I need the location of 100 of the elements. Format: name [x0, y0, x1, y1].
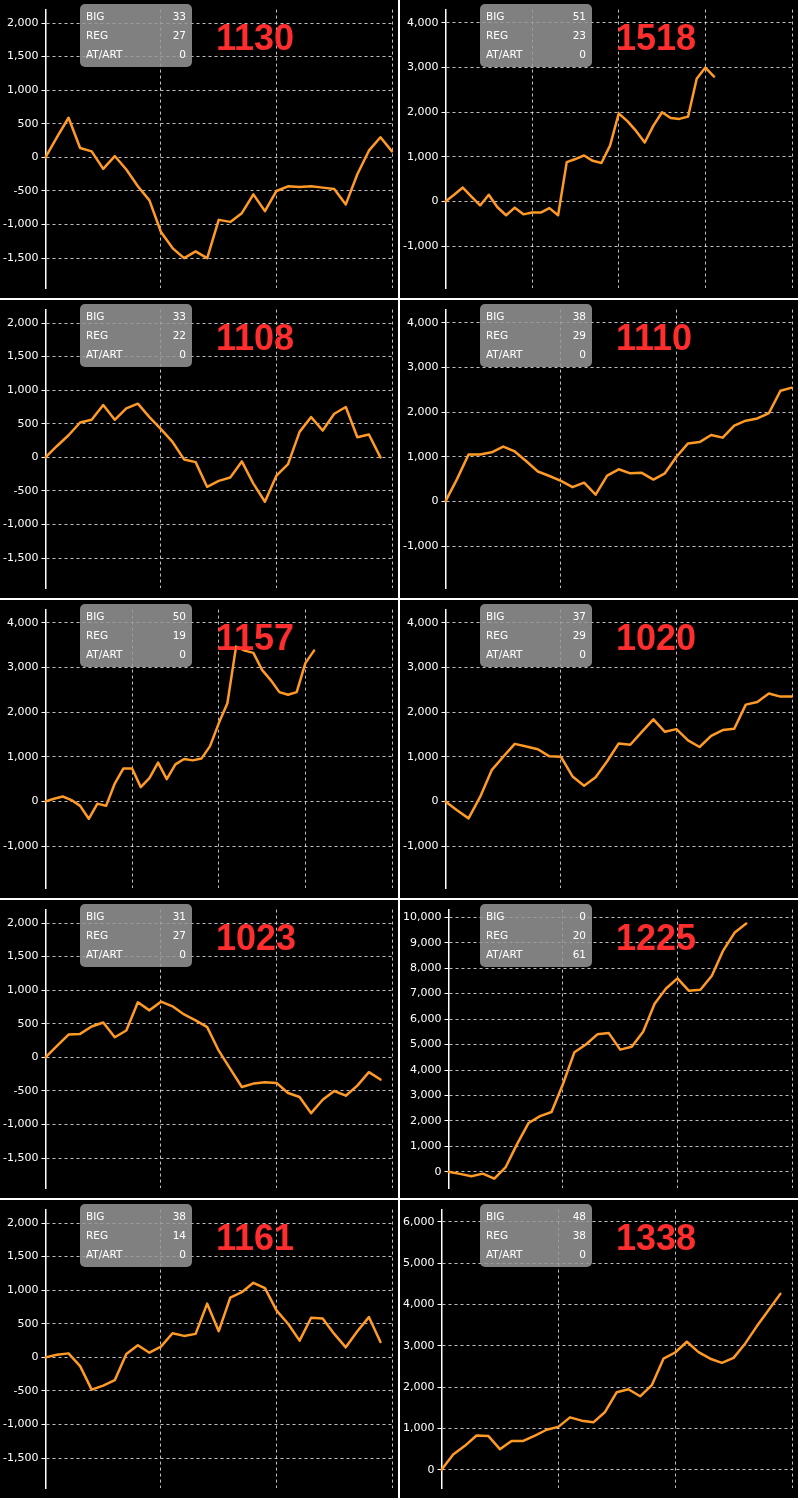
annotation: AT/ART: [86, 647, 123, 662]
annotation: REG: [486, 1228, 509, 1243]
y-tick-label: 7,000: [409, 986, 442, 1000]
annotation: 0: [179, 1247, 186, 1262]
y-tick-label: 10,000: [402, 910, 442, 924]
annotation: BIG: [486, 909, 505, 924]
y-tick-label: -500: [13, 1383, 39, 1397]
y-tick-label: -500: [13, 183, 39, 197]
annotation: BIG: [486, 9, 505, 24]
y-tick-label: 1,000: [6, 1283, 39, 1297]
y-tick-label: -500: [13, 1083, 39, 1097]
annotation: AT/ART: [486, 347, 523, 362]
y-tick-label: -1,000: [2, 1117, 39, 1131]
annotation: BIG: [86, 309, 105, 324]
annotation: REG: [86, 28, 109, 43]
y-tick-label: 4,000: [6, 615, 39, 629]
annotation: 38: [172, 1209, 186, 1224]
annotation: REG: [486, 28, 509, 43]
y-tick-label: 0: [31, 1350, 39, 1364]
annotation: BIG: [486, 609, 505, 624]
y-tick-label: 6,000: [409, 1011, 442, 1025]
annotation: BIG: [486, 309, 505, 324]
y-tick-label: 6,000: [402, 1214, 435, 1228]
y-tick-label: -1,500: [2, 1451, 39, 1465]
annotation: 51: [572, 9, 586, 24]
y-tick-label: 2,000: [406, 105, 439, 119]
y-tick-label: -1,000: [402, 238, 439, 252]
chart-title: 1338: [616, 1217, 697, 1258]
y-tick-label: 1,500: [6, 49, 39, 63]
y-tick-label: 2,000: [6, 15, 39, 29]
y-tick-label: 2,000: [6, 915, 39, 929]
annotation: 0: [179, 947, 186, 962]
y-tick-label: -500: [13, 483, 39, 497]
y-tick-label: -1,500: [2, 1151, 39, 1165]
annotation: 27: [172, 28, 186, 43]
annotation: 29: [572, 628, 586, 643]
chart-title: 1110: [616, 317, 693, 358]
annotation: 0: [579, 647, 586, 662]
y-tick-label: 2,000: [406, 705, 439, 719]
annotation: 0: [579, 1247, 586, 1262]
y-tick-label: -1,000: [2, 517, 39, 531]
y-tick-label: 1,000: [6, 749, 39, 763]
annotation: REG: [486, 928, 509, 943]
y-tick-label: -1,000: [2, 1417, 39, 1431]
annotation: 23: [572, 28, 586, 43]
y-tick-label: -1,500: [2, 551, 39, 565]
y-tick-label: -1,000: [2, 217, 39, 231]
chart-title: 1108: [216, 317, 295, 358]
chart-title: 1130: [216, 17, 295, 58]
y-tick-label: 4,000: [406, 315, 439, 329]
y-tick-label: 1,000: [6, 383, 39, 397]
annotation: BIG: [486, 1209, 505, 1224]
y-tick-label: 1,500: [6, 349, 39, 363]
y-tick-label: -1,500: [2, 251, 39, 265]
annotation: 38: [572, 1228, 586, 1243]
y-tick-label: 2,000: [402, 1380, 435, 1394]
annotation: REG: [86, 928, 109, 943]
annotation: AT/ART: [86, 47, 123, 62]
y-tick-label: 3,000: [409, 1088, 442, 1102]
y-tick-label: 1,500: [6, 949, 39, 963]
y-tick-label: 1,500: [6, 1249, 39, 1263]
annotation: REG: [86, 1228, 109, 1243]
y-tick-label: 0: [31, 794, 39, 808]
y-tick-label: 5,000: [409, 1037, 442, 1051]
annotation: 33: [172, 9, 186, 24]
y-tick-label: 9,000: [409, 935, 442, 949]
y-tick-label: 3,000: [406, 660, 439, 674]
annotation: 48: [572, 1209, 586, 1224]
y-tick-label: 4,000: [406, 615, 439, 629]
y-tick-label: 2,000: [6, 315, 39, 329]
annotation: 33: [172, 309, 186, 324]
chart-title: 1157: [216, 617, 295, 658]
y-tick-label: 1,000: [406, 149, 439, 163]
annotation: BIG: [86, 609, 105, 624]
y-tick-label: 0: [31, 1050, 39, 1064]
y-tick-label: 1,000: [402, 1421, 435, 1435]
annotation: BIG: [86, 9, 105, 24]
annotation: BIG: [86, 1209, 105, 1224]
y-tick-label: -1,000: [402, 538, 439, 552]
y-tick-label: 2,000: [6, 1215, 39, 1229]
annotation: AT/ART: [86, 947, 123, 962]
y-tick-label: 1,000: [406, 449, 439, 463]
chart-title: 1023: [216, 917, 297, 958]
annotation: 38: [572, 309, 586, 324]
y-tick-label: 2,000: [6, 705, 39, 719]
y-tick-label: 4,000: [406, 15, 439, 29]
chart-title: 1225: [616, 917, 697, 958]
annotation: 37: [572, 609, 586, 624]
annotation: BIG: [86, 909, 105, 924]
y-tick-label: 0: [31, 150, 39, 164]
y-tick-label: 500: [17, 1316, 39, 1330]
annotation: REG: [86, 328, 109, 343]
annotation: AT/ART: [486, 947, 523, 962]
annotation: 0: [179, 47, 186, 62]
y-tick-label: 1,000: [409, 1139, 442, 1153]
y-tick-label: 4,000: [402, 1297, 435, 1311]
annotation: AT/ART: [486, 47, 523, 62]
y-tick-label: 0: [434, 1164, 442, 1178]
annotation: AT/ART: [486, 1247, 523, 1262]
y-tick-label: 500: [17, 116, 39, 130]
